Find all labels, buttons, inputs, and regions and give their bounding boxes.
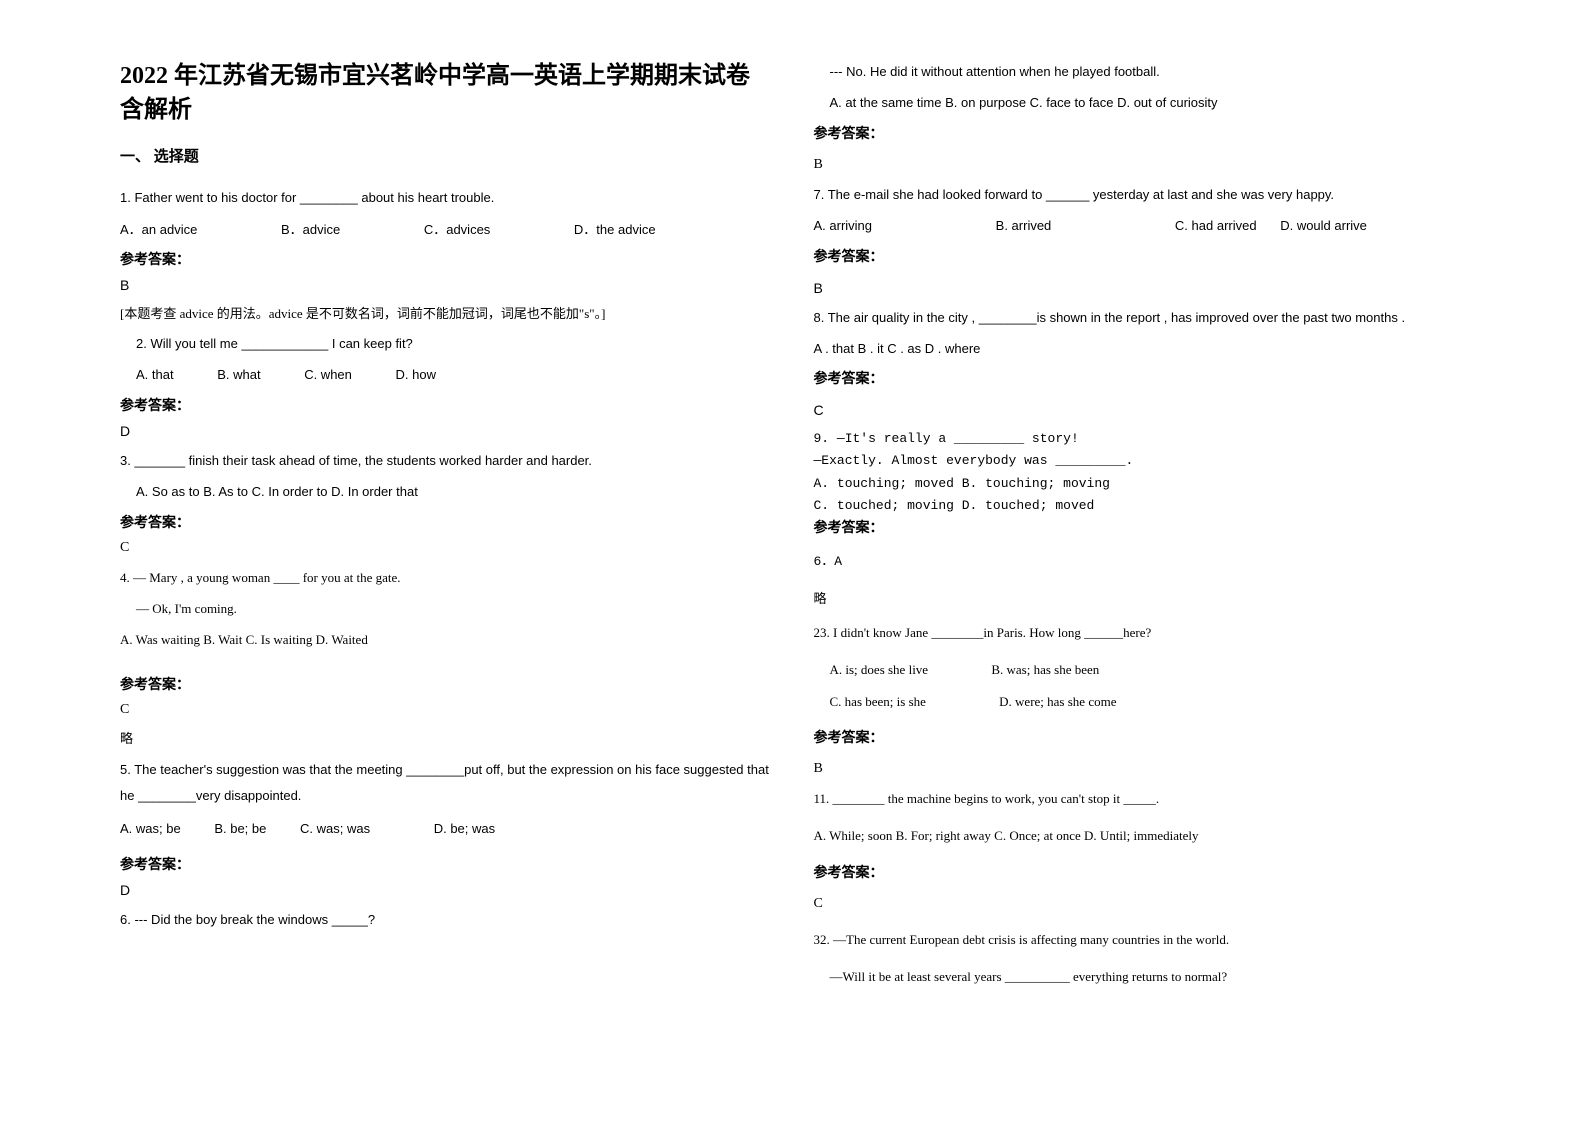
q2-answer: D	[120, 423, 774, 439]
q8-answer-label: 参考答案：	[814, 368, 1468, 388]
q4-note: 略	[120, 728, 774, 747]
q7-optA: A. arriving	[814, 214, 873, 237]
q9-answer-label: 参考答案：	[814, 517, 1468, 537]
q5-optB: B. be; be	[214, 817, 266, 840]
q2-answer-label: 参考答案：	[120, 395, 774, 415]
q2-optA: A. that	[136, 363, 174, 386]
q5-optD: D. be; was	[434, 817, 495, 840]
q9-line4: C. touched; moving D. touched; moved	[814, 495, 1468, 517]
q23-optD: D. were; has she come	[999, 690, 1116, 713]
q1-answer: B	[120, 277, 774, 293]
q4-text: 4. — Mary , a young woman ____ for you a…	[120, 566, 774, 589]
q9-answer: 6．A	[814, 551, 1468, 573]
q1-text: 1. Father went to his doctor for _______…	[120, 186, 774, 209]
q6-answer-label: 参考答案：	[814, 123, 1468, 143]
q2-text: 2. Will you tell me ____________ I can k…	[120, 332, 774, 355]
q8-opts: A . that B . it C . as D . where	[814, 337, 1468, 360]
q23-optA: A. is; does she live	[830, 658, 929, 681]
q4-answer: C	[120, 702, 774, 718]
q7-optD: D. would arrive	[1280, 214, 1367, 237]
q1-optD: D．the advice	[574, 218, 656, 241]
q6-answer: B	[814, 157, 1468, 173]
q6-text: 6. --- Did the boy break the windows ___…	[120, 908, 774, 931]
section-header: 一、 选择题	[120, 145, 774, 166]
q1-optC: C．advices	[424, 218, 490, 241]
q23-text: 23. I didn't know Jane ________in Paris.…	[814, 621, 1468, 644]
q1-options: A．an advice B．advice C．advices D．the adv…	[120, 218, 774, 241]
q1-optB: B．advice	[281, 218, 340, 241]
q32-line2: —Will it be at least several years _____…	[814, 965, 1468, 988]
q8-text: 8. The air quality in the city , _______…	[814, 306, 1468, 329]
q7-text: 7. The e-mail she had looked forward to …	[814, 183, 1468, 206]
q5-optC: C. was; was	[300, 817, 370, 840]
q23-optC: C. has been; is she	[830, 690, 926, 713]
q3-opts: A. So as to B. As to C. In order to D. I…	[120, 480, 774, 503]
q1-optA: A．an advice	[120, 218, 197, 241]
q2-optC: C. when	[304, 363, 352, 386]
q9-line2: —Exactly. Almost everybody was _________…	[814, 450, 1468, 472]
q23-options-row2: C. has been; is she D. were; has she com…	[814, 690, 1468, 713]
q7-answer-label: 参考答案：	[814, 246, 1468, 266]
q4-answer-label: 参考答案：	[120, 674, 774, 694]
page-title: 2022 年江苏省无锡市宜兴茗岭中学高一英语上学期期末试卷含解析	[120, 60, 774, 127]
q4-line2: — Ok, I'm coming.	[120, 597, 774, 620]
q5-text: 5. The teacher's suggestion was that the…	[120, 757, 774, 809]
q6-opts: A. at the same time B. on purpose C. fac…	[814, 91, 1468, 114]
q23-optB: B. was; has she been	[991, 658, 1099, 681]
q6-line2: --- No. He did it without attention when…	[814, 60, 1468, 83]
q11-answer: C	[814, 896, 1468, 912]
q8-answer: C	[814, 402, 1468, 418]
q2-options: A. that B. what C. when D. how	[120, 363, 774, 386]
q9-line3: A. touching; moved B. touching; moving	[814, 473, 1468, 495]
q3-answer-label: 参考答案：	[120, 512, 774, 532]
q7-options: A. arriving B. arrived C. had arrived D.…	[814, 214, 1468, 237]
left-column: 2022 年江苏省无锡市宜兴茗岭中学高一英语上学期期末试卷含解析 一、 选择题 …	[100, 60, 794, 1062]
q11-text: 11. ________ the machine begins to work,…	[814, 787, 1468, 810]
q2-optB: B. what	[217, 363, 260, 386]
q23-answer: B	[814, 761, 1468, 777]
q9-note: 略	[814, 589, 1468, 611]
q3-answer: C	[120, 540, 774, 556]
q5-answer: D	[120, 882, 774, 898]
q1-answer-label: 参考答案：	[120, 249, 774, 269]
q7-optC: C. had arrived	[1175, 214, 1257, 237]
q5-answer-label: 参考答案：	[120, 854, 774, 874]
q5-optA: A. was; be	[120, 817, 181, 840]
q11-opts: A. While; soon B. For; right away C. Onc…	[814, 824, 1468, 847]
q3-text: 3. _______ finish their task ahead of ti…	[120, 449, 774, 472]
q23-answer-label: 参考答案：	[814, 727, 1468, 747]
q7-optB: B. arrived	[996, 214, 1052, 237]
q1-note: [本题考查 advice 的用法。advice 是不可数名词，词前不能加冠词，词…	[120, 303, 774, 322]
q9-line1: 9. —It's really a _________ story!	[814, 428, 1468, 450]
q4-opts: A. Was waiting B. Wait C. Is waiting D. …	[120, 628, 774, 651]
q32-text: 32. —The current European debt crisis is…	[814, 928, 1468, 951]
q5-options: A. was; be B. be; be C. was; was D. be; …	[120, 817, 774, 840]
q11-answer-label: 参考答案：	[814, 862, 1468, 882]
right-column: --- No. He did it without attention when…	[794, 60, 1488, 1062]
q7-answer: B	[814, 280, 1468, 296]
q23-options-row1: A. is; does she live B. was; has she bee…	[814, 658, 1468, 681]
q2-optD: D. how	[396, 363, 436, 386]
